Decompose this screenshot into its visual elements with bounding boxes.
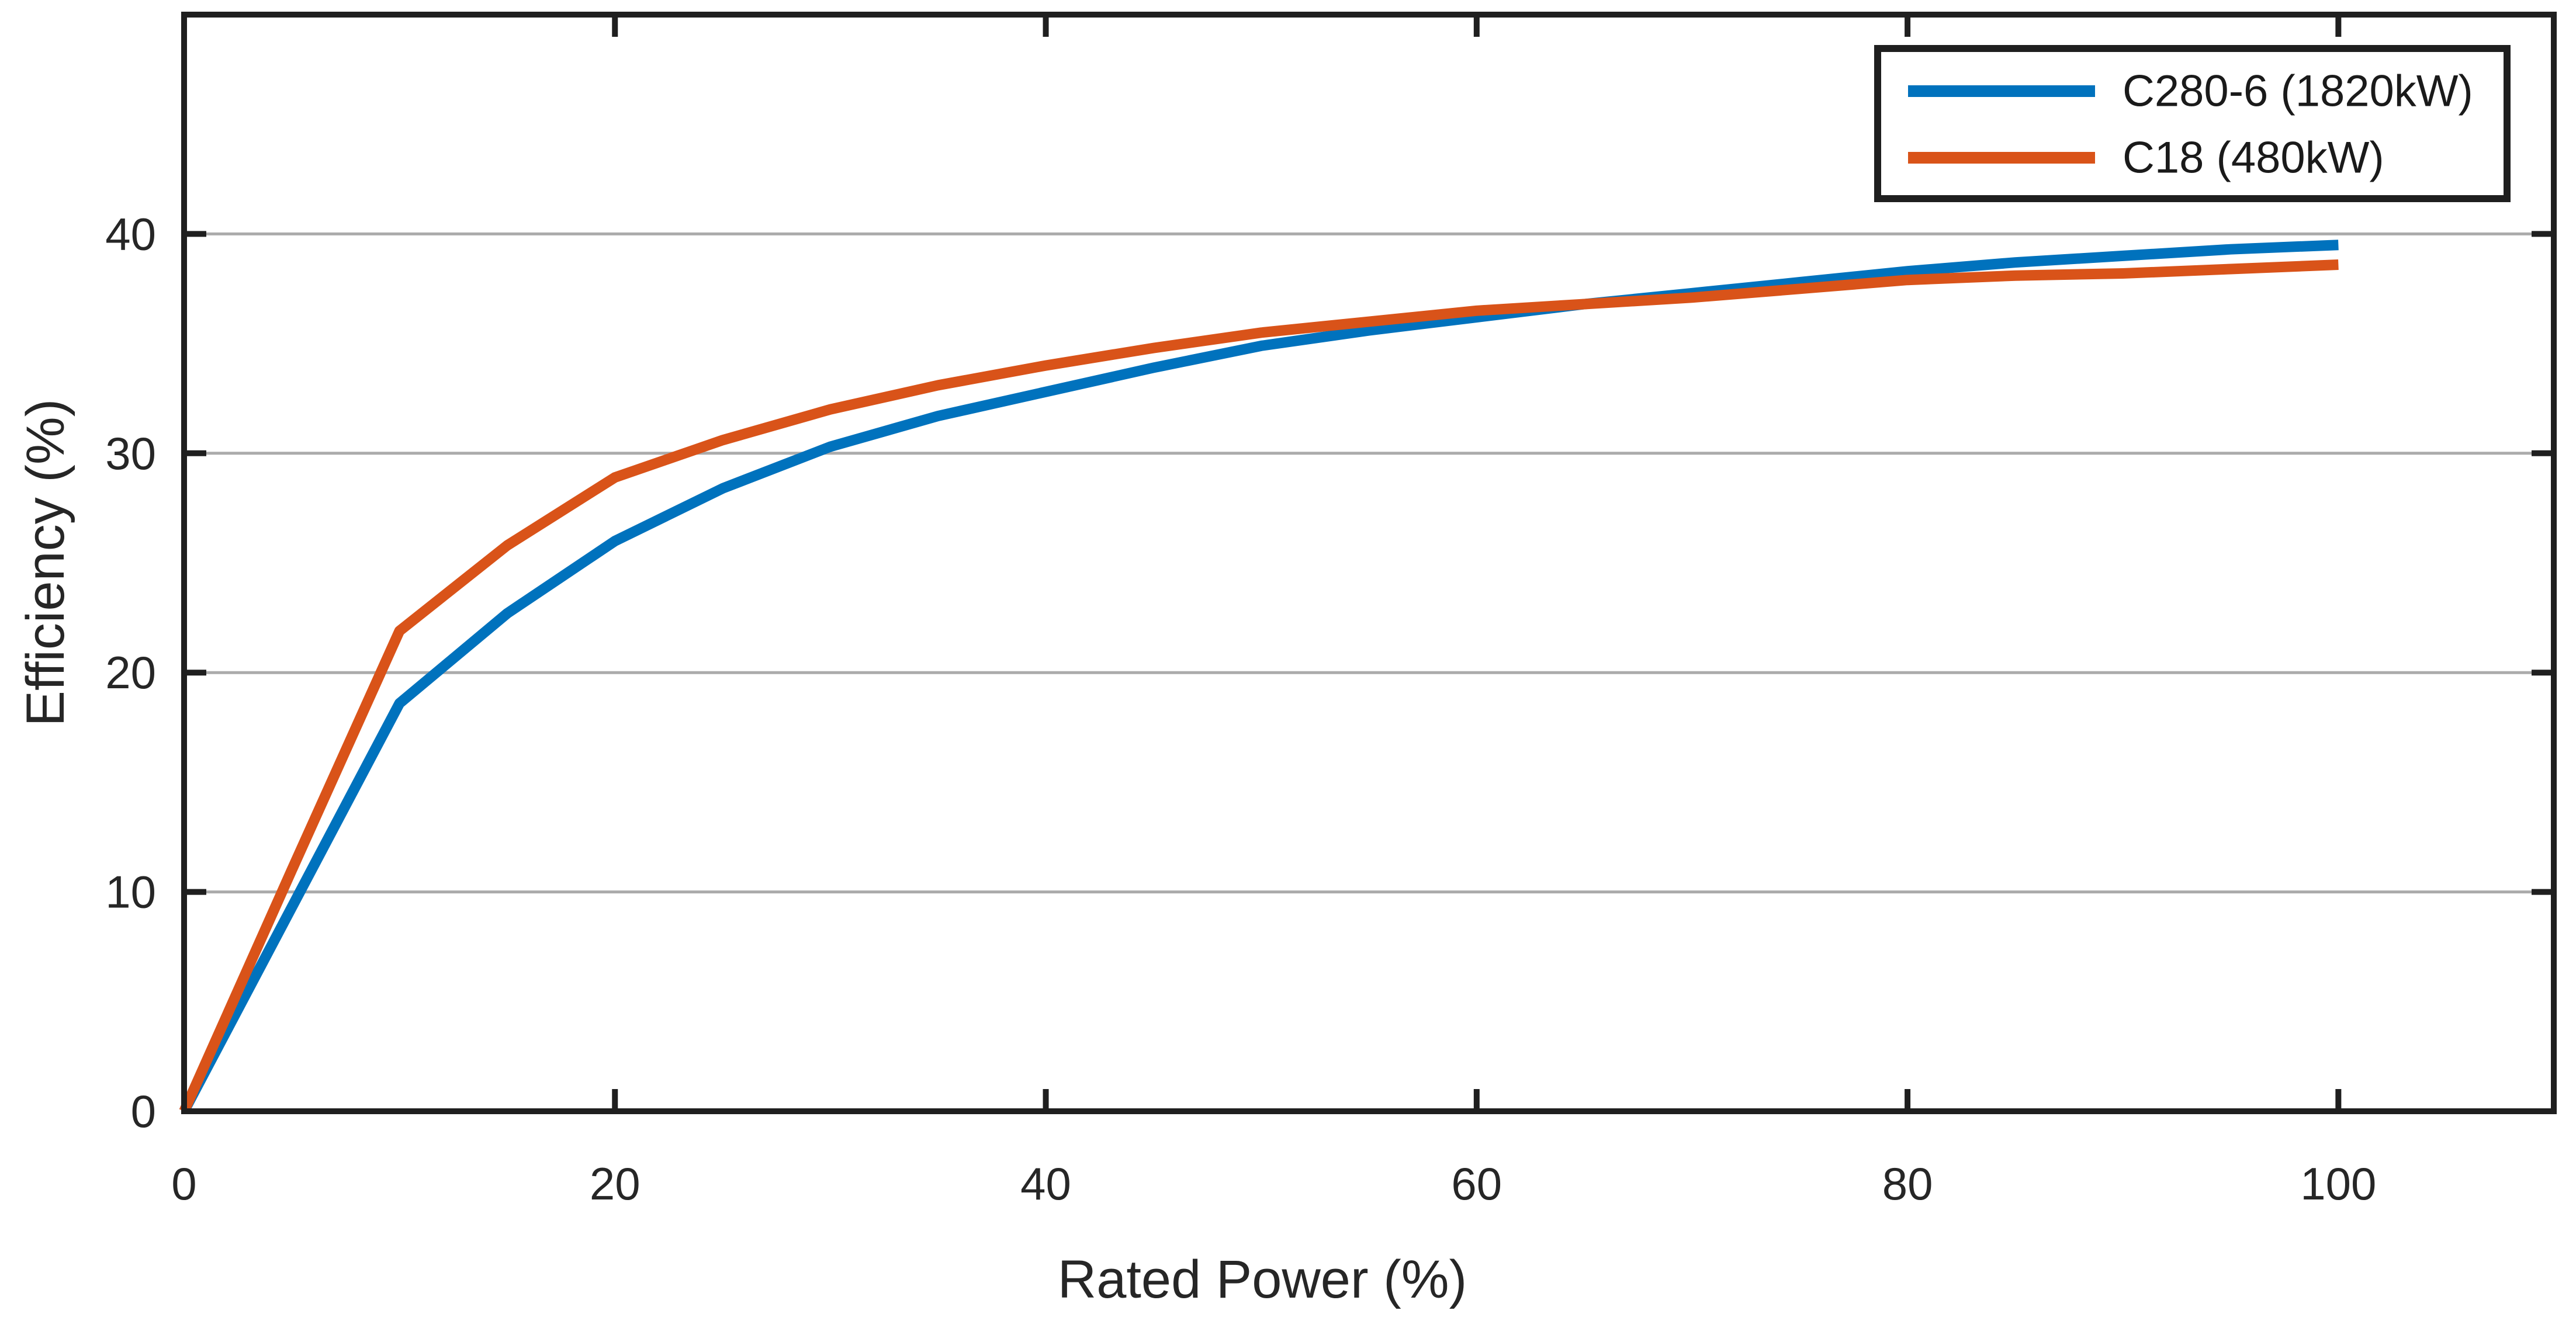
x-tick-label-60: 60 — [1451, 1158, 1502, 1209]
gridlines — [184, 232, 2554, 894]
legend-box — [1874, 45, 2511, 202]
curve-c18 — [179, 259, 2339, 1114]
legend-entry-c280: C280-6 (1820kW) — [1908, 67, 2473, 116]
x-tick-label-20: 20 — [590, 1158, 640, 1209]
y-tick-label-30: 30 — [105, 428, 156, 479]
legend: C280-6 (1820kW) C18 (480kW) — [1874, 45, 2511, 202]
y-tick-label-20: 20 — [105, 647, 156, 698]
axis-ticks — [181, 15, 2554, 1114]
y-tick-label-0: 0 — [131, 1086, 156, 1137]
x-tick-labels: 0 20 40 60 80 100 — [171, 1158, 2376, 1209]
x-tick-label-40: 40 — [1020, 1158, 1071, 1209]
x-tick-label-100: 100 — [2300, 1158, 2376, 1209]
legend-label-c18: C18 (480kW) — [2123, 133, 2384, 183]
y-axis-label: Efficiency (%) — [16, 399, 75, 727]
curve-c280-6 — [179, 240, 2339, 1114]
legend-label-c280: C280-6 (1820kW) — [2123, 67, 2473, 116]
data-curves — [179, 240, 2339, 1114]
x-tick-label-80: 80 — [1882, 1158, 1933, 1209]
y-tick-label-10: 10 — [105, 866, 156, 918]
legend-entry-c18: C18 (480kW) — [1908, 133, 2384, 183]
plot-border — [181, 12, 2557, 1114]
x-axis-label: Rated Power (%) — [1058, 1250, 1467, 1309]
x-tick-label-0: 0 — [171, 1158, 196, 1209]
y-tick-label-40: 40 — [105, 208, 156, 259]
y-tick-labels: 0 10 20 30 40 — [105, 208, 156, 1137]
